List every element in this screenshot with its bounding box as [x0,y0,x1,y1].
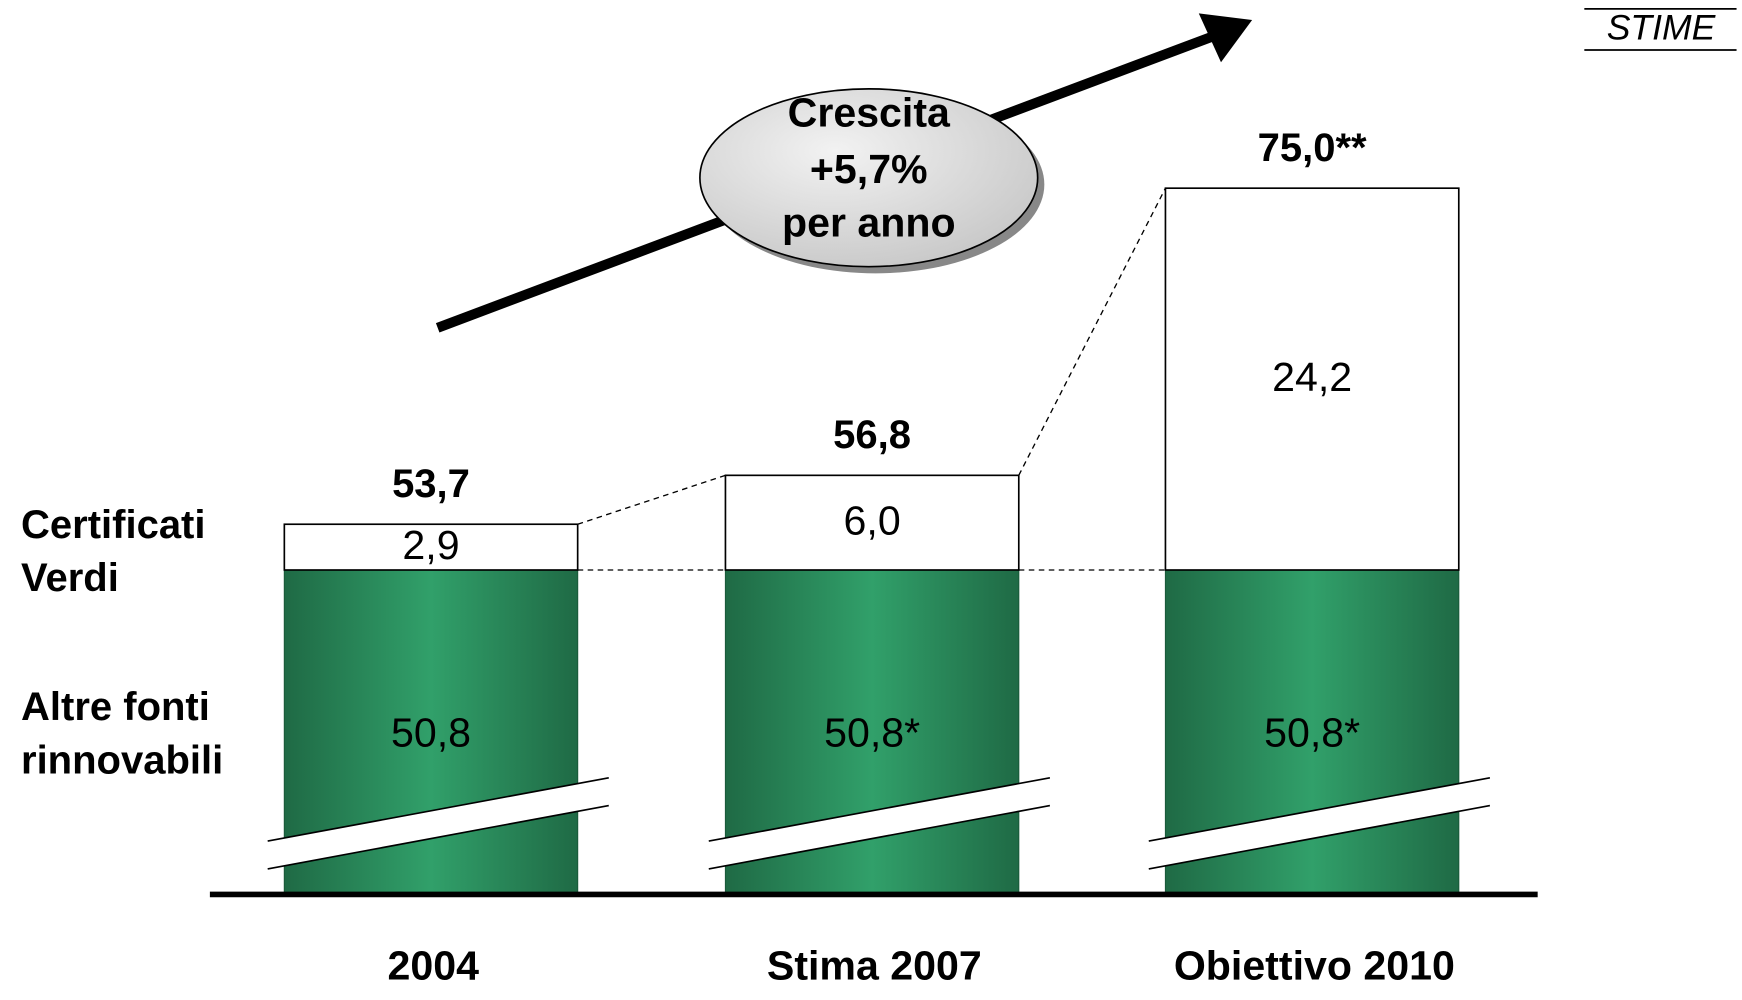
break-line [1148,776,1491,842]
total-label: 75,0** [1258,126,1367,170]
annotation-line: +5,7% [810,146,928,192]
axis-break [708,777,1050,869]
annotation-line: Crescita [788,89,951,135]
bar-segment [283,523,579,571]
connector [577,474,726,525]
bar-segment [1164,187,1460,571]
break-line [267,804,609,870]
total-label: 56,8 [833,413,911,457]
bar-segment [724,474,1020,571]
annotation-line: per anno [782,199,956,245]
value-label: 24,2 [1272,354,1352,400]
legend-label: Altre fonti rinnovabili [21,683,224,783]
value-label: 50,8 [391,709,471,755]
estimate-label: STIME [1607,7,1717,47]
x-tick-label: Obiettivo 2010 [1174,943,1455,989]
legend-item: Certificati Verdi [21,501,206,600]
value-label: 50,8* [1264,709,1360,755]
arrow-head [1198,13,1253,63]
break-line [1148,804,1491,870]
x-tick-label: Stima 2007 [767,943,982,989]
break-line [708,776,1051,842]
break-line [267,776,609,842]
axis-break [1148,777,1490,869]
annotation-ellipse [699,88,1039,268]
value-label: 6,0 [844,498,901,544]
legend-item: Altre fonti rinnovabili [21,683,224,783]
break-line [708,804,1051,870]
connector [1018,187,1167,476]
axis-break [267,777,609,869]
value-label: 2,9 [402,522,459,568]
total-label: 53,7 [392,462,470,506]
legend-label: Certificati Verdi [21,501,206,600]
x-tick-label: 2004 [387,943,479,989]
value-label: 50,8* [824,709,920,755]
